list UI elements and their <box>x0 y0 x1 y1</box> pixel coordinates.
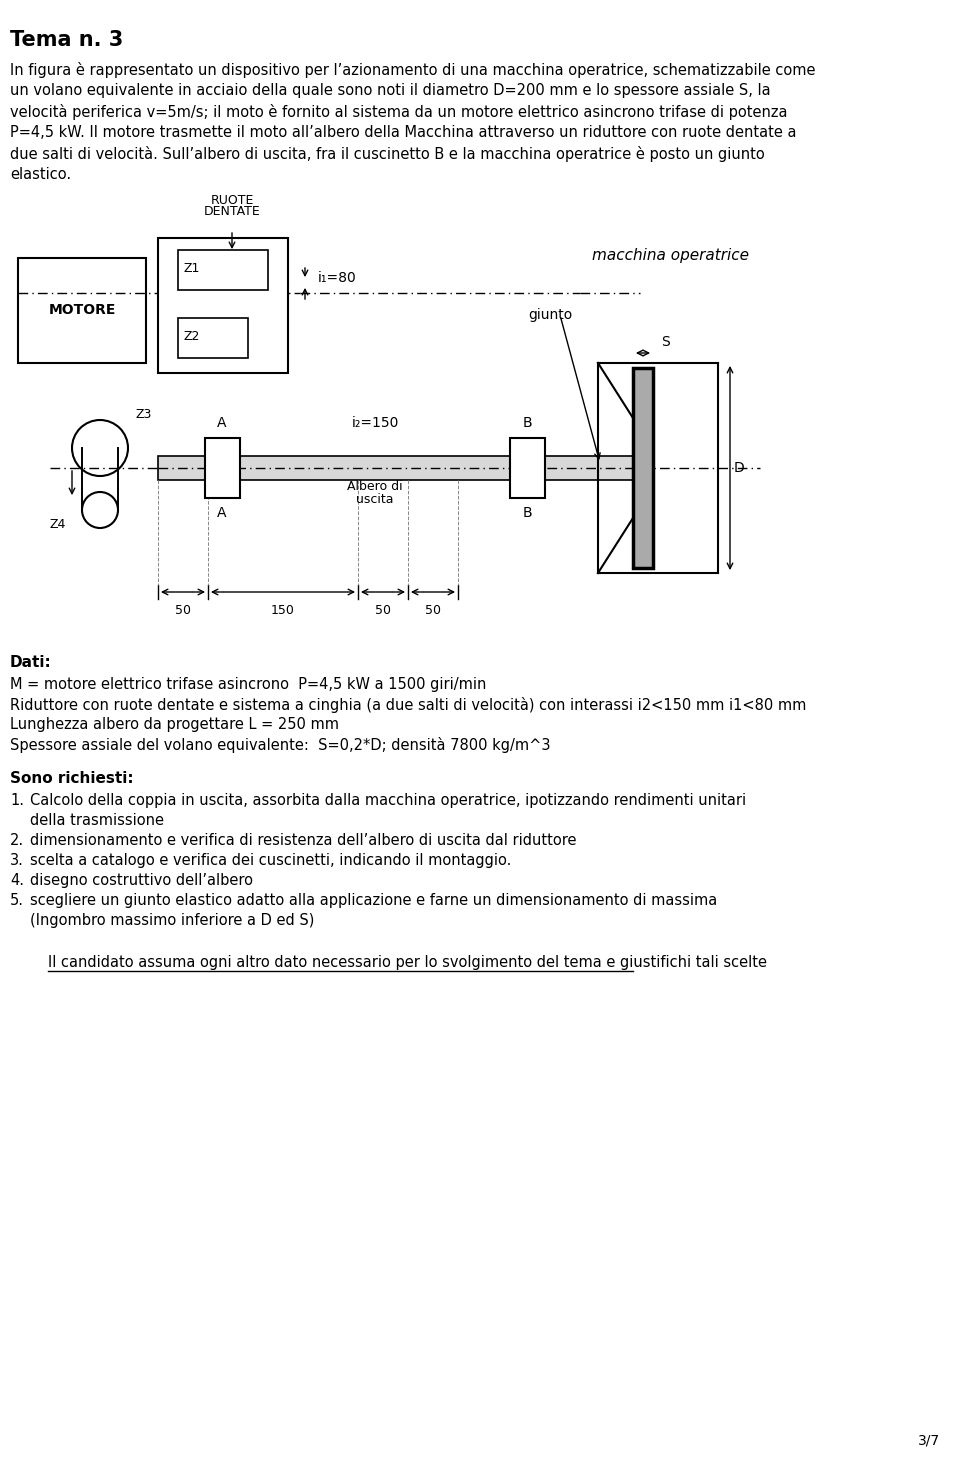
Bar <box>158 237 288 373</box>
Bar <box>18 258 146 363</box>
Bar <box>178 251 268 290</box>
Text: 4.: 4. <box>10 873 24 887</box>
Text: scelta a catalogo e verifica dei cuscinetti, indicando il montaggio.: scelta a catalogo e verifica dei cuscine… <box>30 852 512 868</box>
Text: Z4: Z4 <box>50 519 66 530</box>
Text: velocità periferica v=5m/s; il moto è fornito al sistema da un motore elettrico : velocità periferica v=5m/s; il moto è fo… <box>10 103 787 119</box>
Text: Z3: Z3 <box>135 408 152 421</box>
Text: Sono richiesti:: Sono richiesti: <box>10 771 133 785</box>
Text: due salti di velocità. Sull’albero di uscita, fra il cuscinetto B e la macchina : due salti di velocità. Sull’albero di us… <box>10 146 765 162</box>
Text: MOTORE: MOTORE <box>48 303 116 318</box>
Text: i₁=80: i₁=80 <box>318 271 357 286</box>
Text: Tema n. 3: Tema n. 3 <box>10 31 123 50</box>
Text: i₂=150: i₂=150 <box>351 417 398 430</box>
Text: Lunghezza albero da progettare L = 250 mm: Lunghezza albero da progettare L = 250 m… <box>10 717 339 731</box>
Circle shape <box>82 492 118 527</box>
Text: elastico.: elastico. <box>10 168 71 182</box>
Text: 5.: 5. <box>10 893 24 908</box>
Text: 2.: 2. <box>10 833 24 848</box>
Text: B: B <box>522 506 532 520</box>
Text: RUOTE: RUOTE <box>210 194 253 207</box>
Text: Riduttore con ruote dentate e sistema a cinghia (a due salti di velocità) con in: Riduttore con ruote dentate e sistema a … <box>10 696 806 712</box>
Text: Dati:: Dati: <box>10 656 52 670</box>
Text: un volano equivalente in acciaio della quale sono noti il diametro D=200 mm e lo: un volano equivalente in acciaio della q… <box>10 83 771 98</box>
Text: scegliere un giunto elastico adatto alla applicazione e farne un dimensionamento: scegliere un giunto elastico adatto alla… <box>30 893 717 908</box>
Text: 50: 50 <box>175 605 191 616</box>
Text: 150: 150 <box>271 605 295 616</box>
Text: disegno costruttivo dell’albero: disegno costruttivo dell’albero <box>30 873 253 887</box>
Text: DENTATE: DENTATE <box>204 205 260 219</box>
Text: 3/7: 3/7 <box>918 1434 940 1447</box>
Text: 50: 50 <box>375 605 391 616</box>
Text: Z2: Z2 <box>184 329 201 342</box>
Text: P=4,5 kW. Il motore trasmette il moto all’albero della Macchina attraverso un ri: P=4,5 kW. Il motore trasmette il moto al… <box>10 125 797 140</box>
Text: uscita: uscita <box>356 492 394 506</box>
Text: Albero di: Albero di <box>348 479 403 492</box>
Text: A: A <box>217 417 227 430</box>
Text: 1.: 1. <box>10 793 24 809</box>
Text: In figura è rappresentato un dispositivo per l’azionamento di una macchina opera: In figura è rappresentato un dispositivo… <box>10 63 815 79</box>
Text: Il candidato assuma ogni altro dato necessario per lo svolgimento del tema e giu: Il candidato assuma ogni altro dato nece… <box>48 954 767 970</box>
Bar <box>633 369 653 568</box>
Text: B: B <box>522 417 532 430</box>
Text: (Ingombro massimo inferiore a D ed S): (Ingombro massimo inferiore a D ed S) <box>30 914 314 928</box>
Text: A: A <box>217 506 227 520</box>
Bar <box>158 456 638 479</box>
Text: Calcolo della coppia in uscita, assorbita dalla macchina operatrice, ipotizzando: Calcolo della coppia in uscita, assorbit… <box>30 793 746 809</box>
Text: D: D <box>734 460 745 475</box>
Text: 50: 50 <box>425 605 441 616</box>
Text: della trasmissione: della trasmissione <box>30 813 164 828</box>
Bar <box>205 439 240 498</box>
Bar <box>510 439 545 498</box>
Text: Spessore assiale del volano equivalente:  S=0,2*D; densità 7800 kg/m^3: Spessore assiale del volano equivalente:… <box>10 737 550 753</box>
Text: macchina operatrice: macchina operatrice <box>592 248 749 264</box>
Text: S: S <box>661 335 670 350</box>
Text: 3.: 3. <box>10 852 24 868</box>
Text: giunto: giunto <box>528 307 572 322</box>
Text: M = motore elettrico trifase asincrono  P=4,5 kW a 1500 giri/min: M = motore elettrico trifase asincrono P… <box>10 678 487 692</box>
Circle shape <box>72 420 128 476</box>
Text: dimensionamento e verifica di resistenza dell’albero di uscita dal riduttore: dimensionamento e verifica di resistenza… <box>30 833 577 848</box>
Bar <box>178 318 248 358</box>
Text: Z1: Z1 <box>184 261 201 274</box>
